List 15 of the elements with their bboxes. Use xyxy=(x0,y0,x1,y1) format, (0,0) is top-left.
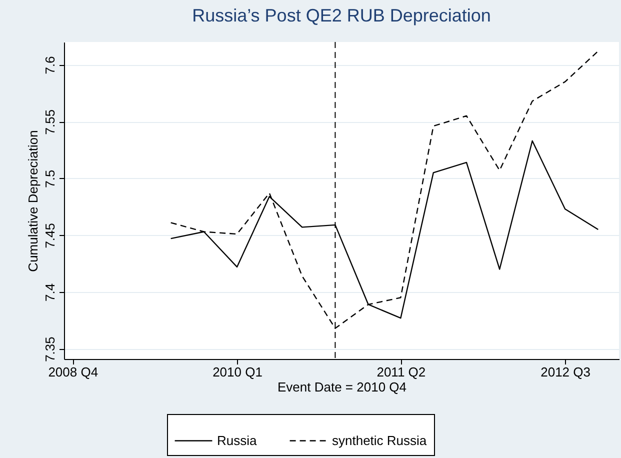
x-tick-label: 2011 Q2 xyxy=(376,364,426,380)
x-tick-label: 2010 Q1 xyxy=(212,364,262,380)
y-tick-label: 7.35 xyxy=(42,336,58,362)
legend-label: synthetic Russia xyxy=(332,432,428,448)
x-tick-label: 2008 Q4 xyxy=(48,364,98,380)
y-tick-label: 7.4 xyxy=(42,283,58,302)
y-axis-title: Cumulative Depreciation xyxy=(26,130,40,272)
x-axis-title: Event Date = 2010 Q4 xyxy=(277,380,407,394)
legend-label: Russia xyxy=(217,432,258,448)
x-tick-label: 2012 Q3 xyxy=(540,364,590,380)
y-tick-label: 7.6 xyxy=(42,56,58,74)
chart-title: Russia’s Post QE2 RUB Depreciation xyxy=(192,6,491,26)
y-tick-label: 7.55 xyxy=(42,109,58,135)
y-tick-label: 7.45 xyxy=(42,223,58,248)
y-tick-label: 7.5 xyxy=(42,170,58,188)
